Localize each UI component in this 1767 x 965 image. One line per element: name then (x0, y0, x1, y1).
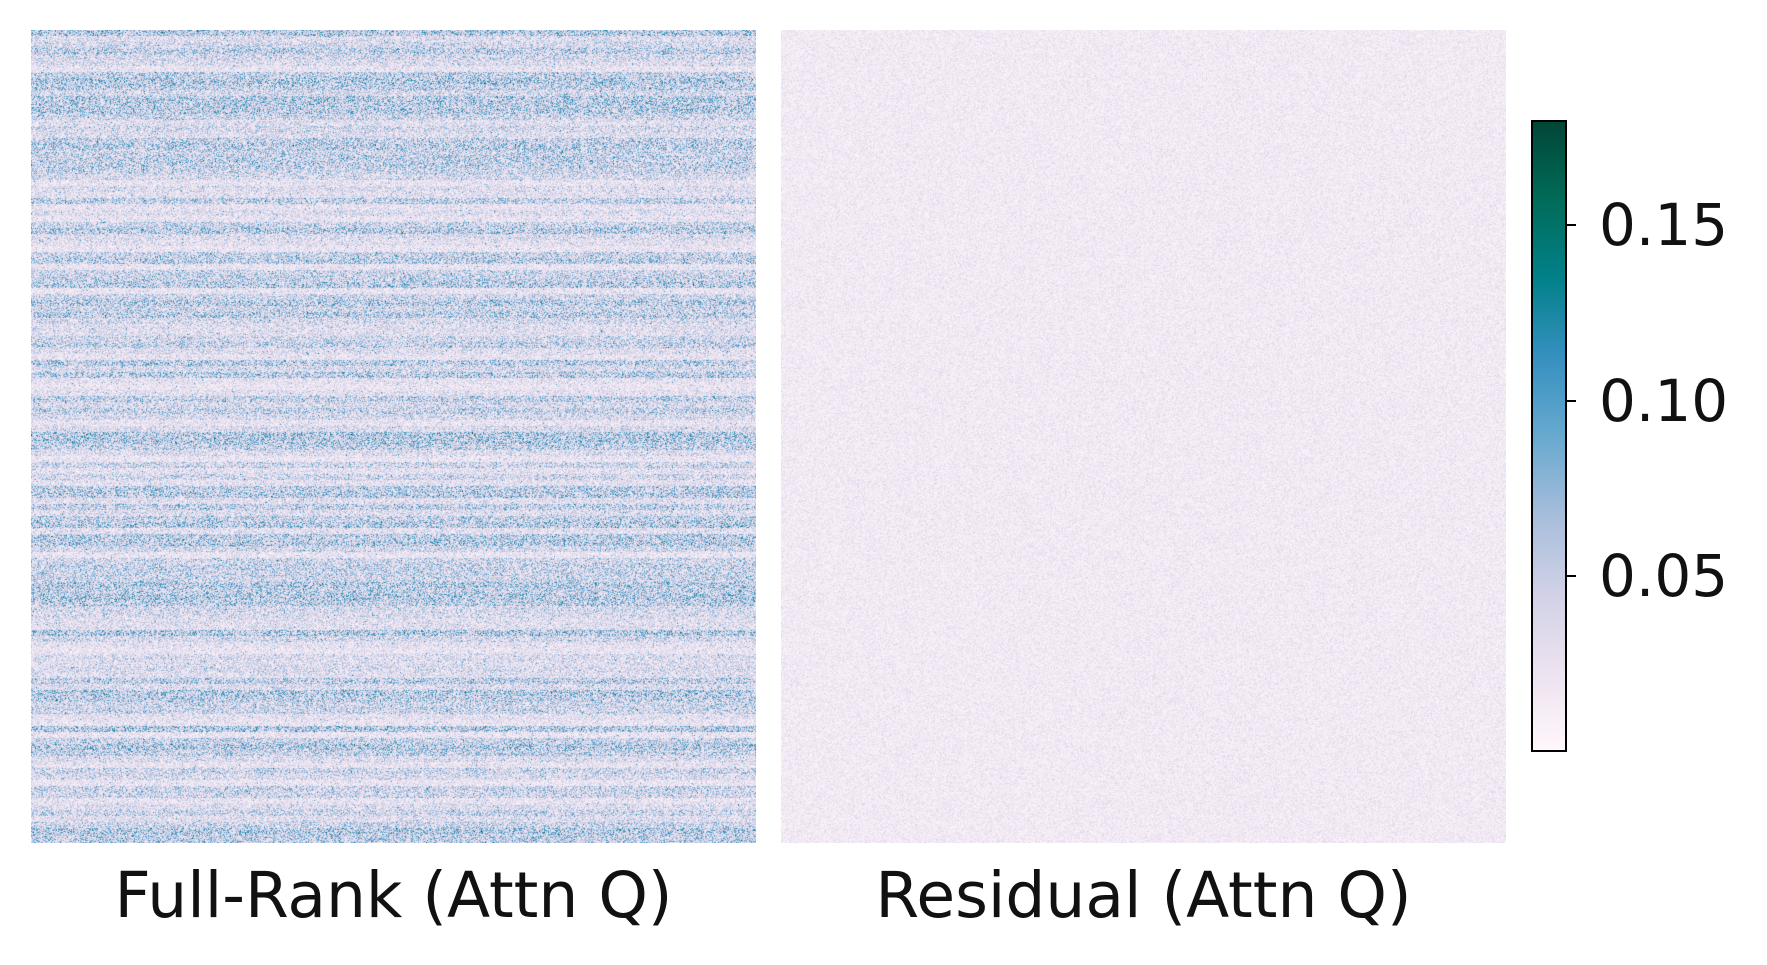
heatmap-residual-canvas (781, 30, 1506, 843)
heatmap-residual (781, 30, 1506, 843)
colorbar (1531, 120, 1567, 752)
colorbar-tick (1567, 224, 1576, 227)
colorbar-tick-label: 0.10 (1599, 366, 1729, 435)
colorbar-tick-label: 0.05 (1599, 542, 1729, 611)
colorbar-tick-label: 0.15 (1599, 191, 1729, 260)
heatmap-residual-title: Residual (Attn Q) (875, 859, 1412, 932)
colorbar-tick (1567, 399, 1576, 402)
heatmap-full-rank-title: Full-Rank (Attn Q) (114, 859, 673, 932)
colorbar-tick (1567, 575, 1576, 578)
heatmap-full-rank (31, 30, 756, 843)
colorbar-axis: 0.05 0.10 0.15 (1567, 120, 1767, 752)
heatmap-full-rank-canvas (31, 30, 756, 843)
